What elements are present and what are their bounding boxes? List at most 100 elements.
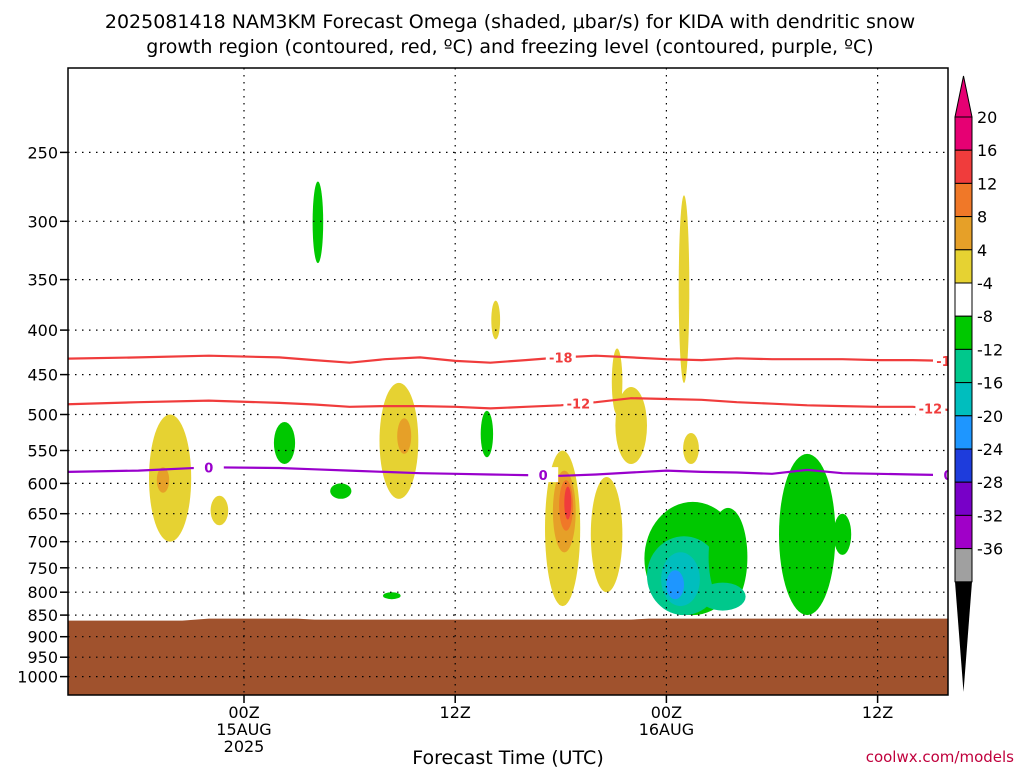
colorbar-label: -20	[977, 407, 1003, 426]
colorbar-swatch	[954, 415, 973, 450]
contour-label: -12	[567, 398, 591, 413]
colorbar-swatch	[954, 182, 973, 218]
contour-label: -18	[549, 351, 573, 366]
colorbar-swatch	[954, 348, 973, 384]
omega-cell	[708, 507, 748, 607]
colorbar-swatch	[954, 249, 973, 284]
colorbar-label: -36	[977, 540, 1003, 559]
omega-cell	[615, 387, 647, 464]
omega-cell	[683, 433, 699, 464]
colorbar-label: 20	[977, 108, 997, 127]
colorbar-swatch	[954, 481, 973, 516]
y-tick-label: 600	[27, 474, 58, 493]
y-tick-label: 250	[27, 143, 58, 162]
y-tick-label: 900	[27, 628, 58, 647]
contour-line	[68, 354, 948, 364]
omega-cell	[480, 410, 494, 458]
colorbar-label: 8	[977, 208, 987, 227]
omega-cell	[564, 486, 572, 520]
contour-label: 0	[943, 469, 952, 484]
contour-label-bg	[545, 349, 576, 365]
colorbar-label: -28	[977, 473, 1003, 492]
y-tick-label: 450	[27, 366, 58, 385]
y-tick-label: 800	[27, 583, 58, 602]
contour-label: 0	[204, 461, 213, 476]
y-tick-label: 650	[27, 505, 58, 524]
colorbar-label: -12	[977, 340, 1003, 359]
contour-label: -18	[936, 355, 960, 370]
contour-lines: -18 -18 -12 -12 0 0 0	[68, 349, 960, 484]
colorbar-swatch	[954, 382, 973, 417]
terrain-layer	[68, 618, 948, 695]
colorbar-swatch	[954, 315, 973, 350]
colorbar-label: -4	[977, 274, 993, 293]
omega-cell	[833, 513, 852, 555]
contour-label-bg	[933, 467, 948, 483]
colorbar-swatch	[954, 448, 973, 483]
x-tick-label: 12Z	[862, 703, 893, 722]
omega-cell	[982, 480, 994, 573]
contour-label-bg	[563, 395, 594, 411]
contour-label: -12	[919, 402, 943, 417]
colorbar-label: 16	[977, 141, 997, 160]
contour-label-bg	[933, 352, 948, 368]
y-tick-label: 1000	[17, 668, 58, 687]
y-tick-label: 750	[27, 559, 58, 578]
colorbar-label: -32	[977, 506, 1003, 525]
y-tick-label: 550	[27, 442, 58, 461]
x-tick-label: 00Z	[651, 703, 682, 722]
colorbar-swatch	[954, 216, 973, 251]
x-tick-label: 12Z	[440, 703, 471, 722]
colorbar-label: 12	[977, 174, 997, 193]
contour-label-bg	[528, 467, 559, 483]
colorbar-swatch	[954, 514, 973, 550]
colorbar-top-arrow	[954, 75, 973, 118]
y-axis-ticks: 250 300 350 400 450 500 550 600 650 700 750 800 850 9…	[17, 143, 68, 687]
colorbar: 20 16 12 8 4 -4 -8 -12 -16 -20 -24 -28 -32 -36	[954, 75, 1003, 692]
x-tick-label: 15AUG	[216, 720, 271, 739]
omega-cell	[210, 495, 229, 526]
omega-cell	[611, 348, 623, 415]
contour-line	[68, 397, 948, 411]
x-axis-ticks: 00Z15AUG202512Z00Z16AUG12Z00Z17AUG	[216, 695, 893, 756]
omega-cell	[699, 582, 746, 611]
omega-cell	[1015, 496, 1024, 597]
colorbar-swatch	[954, 282, 973, 317]
omega-cell	[330, 483, 352, 499]
x-tick-label: 16AUG	[639, 720, 694, 739]
omega-cell	[779, 453, 836, 616]
y-tick-label: 350	[27, 271, 58, 290]
x-axis-label: Forecast Time (UTC)	[412, 747, 603, 768]
omega-cell	[156, 467, 170, 493]
contour-label-bg	[915, 400, 946, 416]
omega-cell	[666, 570, 684, 600]
chart-title-line1: 2025081418 NAM3KM Forecast Omega (shaded…	[105, 11, 915, 33]
plot-area: -18 -18 -12 -12 0 0 0	[68, 68, 1024, 695]
omega-cell	[397, 418, 412, 454]
omega-cell	[312, 181, 324, 264]
contour-line	[68, 466, 948, 477]
y-tick-label: 950	[27, 648, 58, 667]
omega-cell	[996, 357, 1012, 443]
omega-cell	[383, 592, 401, 600]
omega-cell	[590, 476, 623, 593]
colorbar-label: -16	[977, 374, 1003, 393]
credit-text: coolwx.com/models	[866, 748, 1014, 766]
colorbar-label: -8	[977, 307, 993, 326]
omega-cell	[273, 422, 296, 464]
colorbar-label: 4	[977, 241, 987, 260]
colorbar-swatch	[954, 548, 973, 583]
colorbar-swatch	[954, 149, 973, 184]
omega-cell	[491, 300, 501, 340]
terrain-fill	[68, 618, 948, 695]
x-tick-label: 00Z	[228, 703, 259, 722]
colorbar-bottom-arrow	[955, 581, 972, 692]
contour-label-bg	[193, 459, 224, 475]
omega-shading	[149, 181, 1024, 616]
omega-cell	[149, 414, 192, 542]
colorbar-swatch	[954, 116, 973, 151]
y-tick-label: 500	[27, 406, 58, 425]
chart-title-line2: growth region (contoured, red, ºC) and f…	[146, 36, 873, 58]
colorbar-label: -24	[977, 440, 1003, 459]
